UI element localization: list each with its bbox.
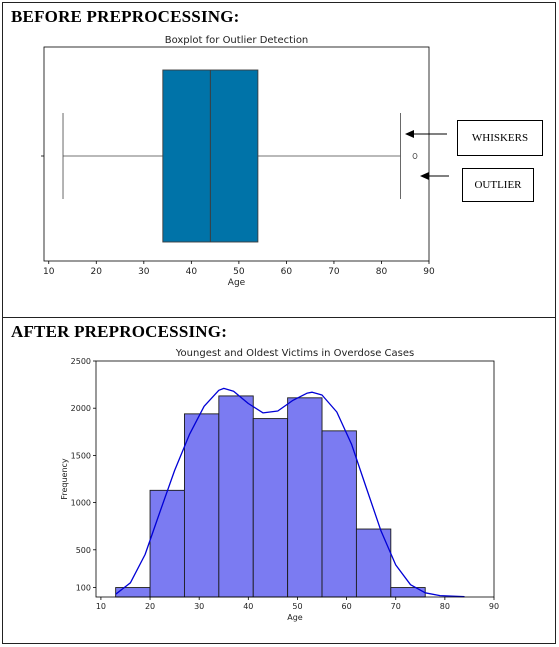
boxplot-outlier-point <box>412 152 418 159</box>
histogram-chart: Youngest and Oldest Victims in Overdose … <box>60 348 499 622</box>
boxplot-x-tick-label: 40 <box>186 267 198 277</box>
histogram-x-tick-label: 30 <box>194 602 204 611</box>
histogram-bar <box>355 528 392 598</box>
histogram-x-tick-label: 50 <box>292 602 302 611</box>
boxplot-frame <box>43 46 430 262</box>
histogram-y-tick-label: 2000 <box>71 404 91 413</box>
histogram-x-tick-label: 70 <box>391 602 401 611</box>
histogram-bar <box>321 430 357 598</box>
boxplot-title: Boxplot for Outlier Detection <box>165 35 309 46</box>
after-preprocessing-panel: AFTER PREPROCESSING: Youngest and Oldest… <box>2 317 556 644</box>
histogram-y-tick-label: 2500 <box>71 357 91 366</box>
histogram-y-tick-label: 1000 <box>71 499 91 508</box>
histogram-bar <box>287 397 323 598</box>
histogram-x-tick-label: 80 <box>440 602 450 611</box>
histogram-y-axis-label: Frequency <box>60 458 69 500</box>
kde-curve <box>115 387 465 598</box>
histogram-x-axis-label: Age <box>287 613 303 622</box>
outlier-callout: OUTLIER <box>462 168 534 202</box>
boxplot-x-tick-label: 10 <box>43 267 55 277</box>
before-preprocessing-panel: BEFORE PREPROCESSING: Boxplot for Outlie… <box>2 2 556 318</box>
histogram-x-tick-label: 40 <box>243 602 253 611</box>
histogram-x-tick-label: 60 <box>341 602 351 611</box>
outlier-arrow <box>420 172 449 180</box>
histogram-bar <box>149 489 185 598</box>
boxplot-x-tick-label: 20 <box>91 267 103 277</box>
histogram-y-tick-label: 500 <box>76 546 91 555</box>
whiskers-callout: WHISKERS <box>457 120 543 156</box>
histogram-x-tick-label: 10 <box>96 602 106 611</box>
boxplot-x-tick-label: 80 <box>376 267 388 277</box>
boxplot-x-tick-label: 70 <box>328 267 340 277</box>
whiskers-arrow <box>405 130 447 138</box>
histogram-x-tick-label: 90 <box>489 602 499 611</box>
boxplot-x-tick-label: 90 <box>423 267 435 277</box>
boxplot-chart: Boxplot for Outlier Detection 10 20 30 40 50 6… <box>41 35 449 288</box>
histogram-y-tick-label: 100 <box>76 584 91 593</box>
after-heading: AFTER PREPROCESSING: <box>11 322 228 341</box>
histogram-bar <box>390 587 426 598</box>
boxplot-x-tick-label: 60 <box>281 267 293 277</box>
boxplot-x-tick-label: 30 <box>138 267 150 277</box>
histogram-bar <box>252 418 289 598</box>
histogram-y-tick-label: 1500 <box>71 451 91 460</box>
before-heading: BEFORE PREPROCESSING: <box>11 7 240 26</box>
boxplot-x-tick-label: 50 <box>233 267 245 277</box>
boxplot-x-axis-label: Age <box>228 278 246 288</box>
histogram-bar <box>218 395 254 598</box>
histogram-bar <box>183 413 220 598</box>
histogram-bar <box>115 587 151 598</box>
histogram-frame <box>95 360 495 598</box>
histogram-title: Youngest and Oldest Victims in Overdose … <box>175 348 414 359</box>
histogram-x-tick-label: 20 <box>145 602 155 611</box>
